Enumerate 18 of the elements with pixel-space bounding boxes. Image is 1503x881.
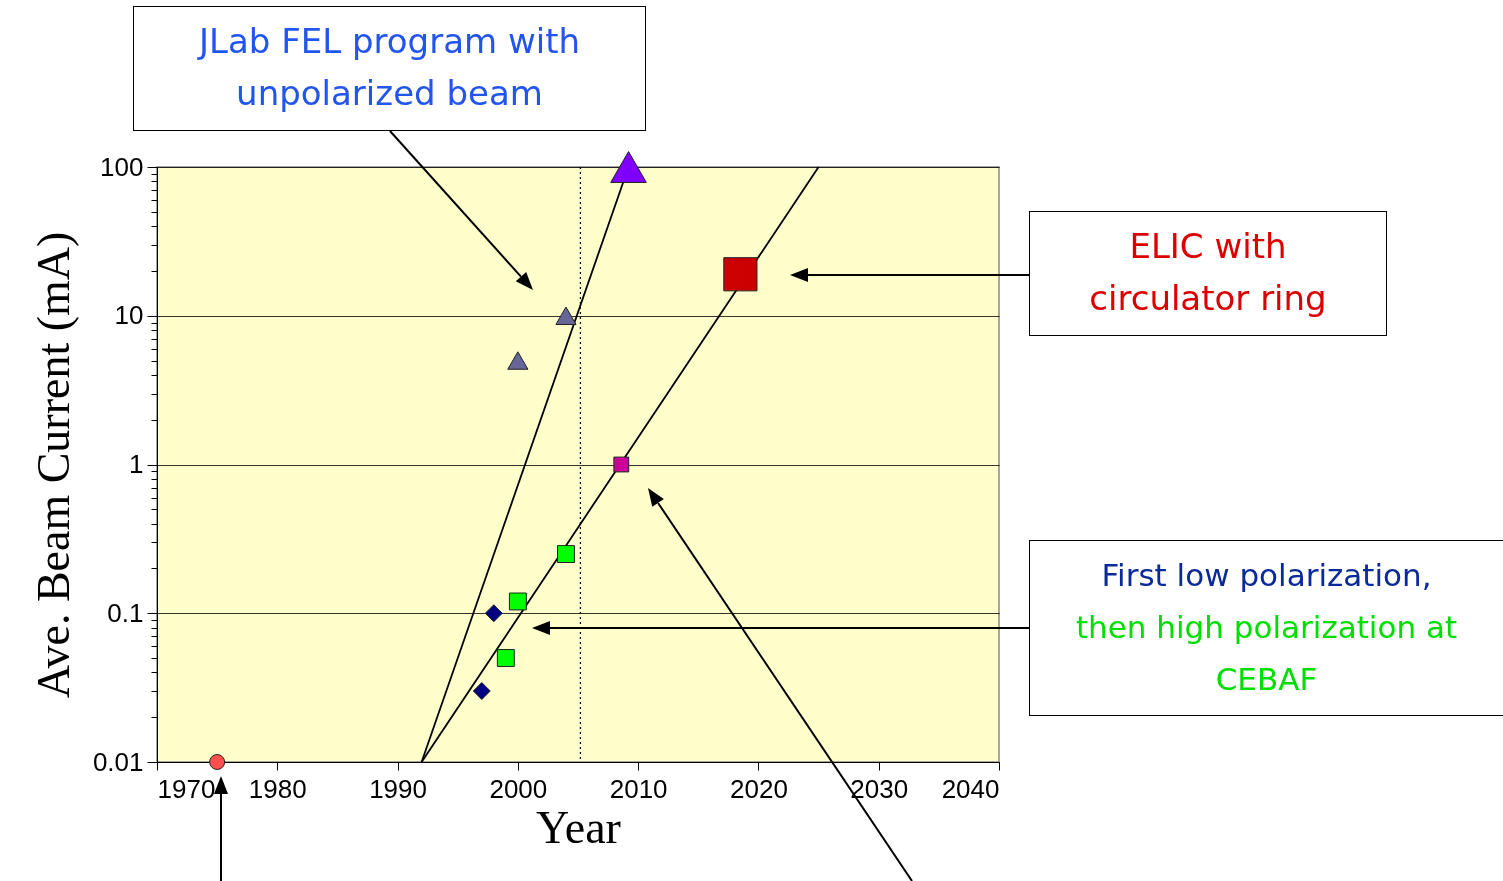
text: First low polarization, then high polarization at CEBAF xyxy=(1075,557,1458,697)
x-tick-label: 2020 xyxy=(730,773,788,804)
y-axis-title: Ave. Beam Current (mA) xyxy=(27,231,79,699)
y-tick-label: 100 xyxy=(100,151,144,182)
x-tick-label: 1990 xyxy=(369,773,427,804)
x-tick-label: 2030 xyxy=(850,773,909,804)
y-tick-label: 10 xyxy=(114,300,144,331)
x-tick-label: 2000 xyxy=(489,773,548,804)
x-tick-label: 2010 xyxy=(609,773,668,804)
y-tick-label: 0.1 xyxy=(107,597,144,628)
y-tick-label: 1 xyxy=(129,449,144,479)
x-tick-label: 1980 xyxy=(248,773,307,804)
text: ELIC with circulator ring xyxy=(1029,211,1387,336)
y-tick-label: 0.01 xyxy=(92,746,144,777)
text: JLab FEL program with unpolarized beam xyxy=(133,6,646,131)
x-tick-label: 1970 xyxy=(157,773,216,804)
x-tick-label: 2040 xyxy=(941,773,1000,804)
x-axis-title: Year xyxy=(536,801,621,853)
